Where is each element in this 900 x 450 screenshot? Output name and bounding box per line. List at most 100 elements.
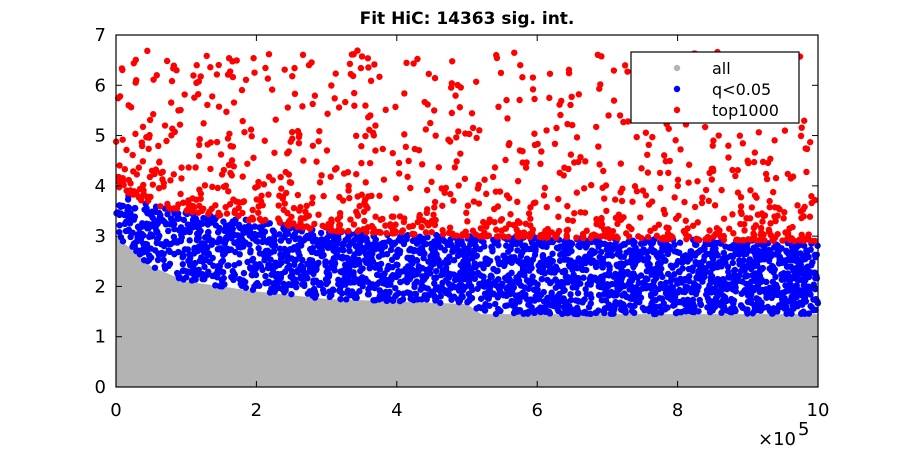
series-q005-point — [179, 261, 187, 268]
x-axis-multiplier-exponent: 5 — [798, 419, 809, 440]
series-top1000-point — [531, 141, 539, 149]
series-top1000-point — [720, 236, 728, 244]
scatter-points — [112, 47, 822, 387]
series-q005-point — [138, 234, 145, 242]
series-q005-point — [786, 297, 793, 305]
series-top1000-point — [505, 141, 512, 149]
series-q005-point — [406, 290, 414, 297]
series-q005-point — [480, 238, 487, 246]
legend-label: top1000 — [712, 101, 779, 120]
series-q005-point — [714, 252, 721, 259]
series-q005-point — [783, 248, 790, 256]
series-q005-point — [575, 242, 582, 249]
series-q005-point — [682, 287, 689, 294]
y-tick-label: 3 — [95, 226, 106, 247]
series-top1000-point — [402, 143, 410, 151]
series-q005-point — [231, 239, 238, 246]
series-q005-point — [288, 290, 295, 298]
series-q005-point — [415, 267, 422, 275]
series-top1000-point — [244, 160, 251, 167]
series-q005-point — [754, 258, 761, 265]
series-q005-point — [810, 296, 817, 303]
series-top1000-point — [241, 128, 248, 136]
series-q005-point — [127, 233, 134, 241]
series-top1000-point — [423, 186, 431, 194]
series-top1000-point — [448, 109, 456, 117]
series-top1000-point — [751, 192, 759, 199]
series-q005-point — [503, 242, 510, 249]
series-q005-point — [437, 299, 444, 307]
series-top1000-point — [491, 205, 498, 213]
series-q005-point — [287, 273, 294, 280]
series-top1000-point — [350, 89, 358, 97]
series-q005-point — [648, 291, 655, 298]
series-top1000-point — [334, 216, 341, 223]
series-top1000-point — [739, 140, 747, 147]
series-top1000-point — [504, 115, 511, 122]
series-q005-point — [240, 269, 248, 277]
series-q005-point — [240, 241, 248, 248]
series-q005-point — [180, 216, 188, 224]
series-q005-point — [383, 295, 391, 303]
series-top1000-point — [522, 164, 530, 171]
series-top1000-point — [666, 157, 674, 165]
series-top1000-point — [771, 137, 778, 144]
series-top1000-point — [532, 199, 539, 206]
series-top1000-point — [538, 148, 545, 155]
series-top1000-point — [290, 204, 298, 212]
series-q005-point — [586, 250, 594, 258]
series-q005-point — [298, 242, 305, 249]
series-q005-point — [697, 300, 704, 307]
legend-box — [630, 51, 800, 124]
series-top1000-point — [238, 86, 246, 94]
series-top1000-point — [464, 202, 472, 209]
series-top1000-point — [195, 141, 203, 149]
series-q005-point — [700, 257, 707, 264]
series-q005-point — [633, 297, 640, 305]
series-top1000-point — [145, 134, 153, 141]
series-q005-point — [620, 268, 627, 276]
series-top1000-point — [303, 202, 310, 210]
series-q005-point — [588, 276, 595, 284]
series-top1000-point — [255, 203, 262, 210]
series-q005-point — [756, 288, 763, 296]
series-q005-point — [693, 274, 700, 281]
series-top1000-point — [362, 102, 369, 109]
series-q005-point — [174, 215, 181, 222]
series-top1000-point — [220, 183, 228, 190]
series-top1000-point — [226, 68, 234, 75]
series-top1000-point — [235, 204, 242, 212]
series-q005-point — [211, 216, 219, 223]
series-q005-point — [660, 300, 667, 307]
series-q005-point — [599, 255, 607, 263]
series-top1000-point — [399, 227, 407, 234]
series-q005-point — [476, 246, 484, 253]
series-q005-point — [380, 271, 387, 279]
series-q005-point — [382, 288, 390, 296]
series-q005-point — [588, 294, 595, 302]
series-q005-point — [194, 244, 202, 251]
series-q005-point — [536, 262, 543, 270]
series-q005-point — [686, 307, 693, 315]
series-q005-point — [607, 310, 615, 317]
series-top1000-point — [203, 52, 210, 60]
series-top1000-point — [624, 118, 632, 125]
series-q005-point — [429, 251, 436, 258]
series-top1000-point — [803, 168, 810, 176]
series-q005-point — [433, 274, 440, 281]
series-q005-point — [812, 285, 819, 293]
series-top1000-point — [424, 101, 431, 108]
series-top1000-point — [601, 231, 608, 238]
series-q005-point — [503, 292, 510, 300]
series-top1000-point — [348, 51, 356, 58]
series-top1000-point — [725, 142, 732, 149]
series-top1000-point — [404, 173, 411, 180]
series-q005-point — [701, 269, 709, 277]
series-q005-point — [394, 247, 401, 255]
series-top1000-point — [362, 202, 370, 209]
series-top1000-point — [409, 230, 416, 238]
series-top1000-point — [770, 237, 777, 244]
series-q005-point — [629, 237, 637, 244]
series-q005-point — [595, 291, 603, 299]
series-top1000-point — [489, 173, 497, 181]
